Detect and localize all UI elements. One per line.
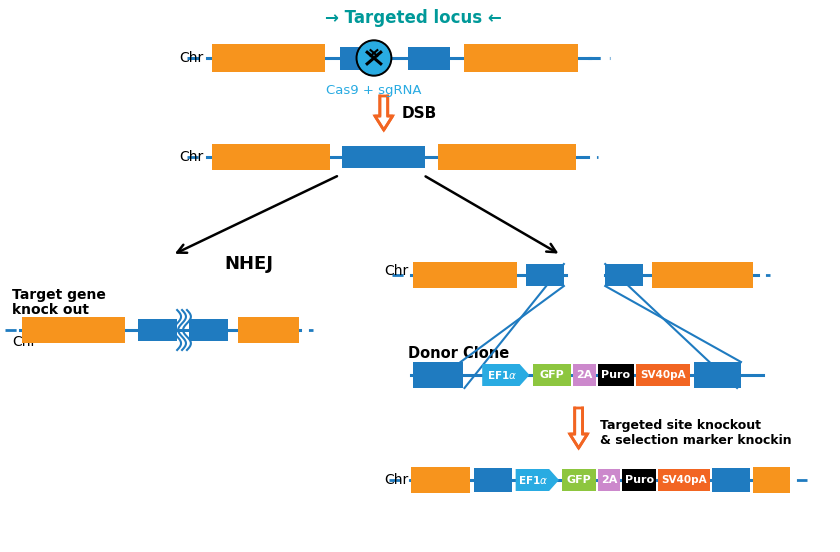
Circle shape bbox=[358, 42, 390, 74]
Bar bbox=[384, 146, 425, 168]
Polygon shape bbox=[482, 364, 529, 386]
Bar bbox=[413, 262, 517, 288]
Bar bbox=[562, 469, 596, 491]
Text: GFP: GFP bbox=[567, 475, 591, 485]
Text: Chr: Chr bbox=[180, 150, 204, 164]
Text: NHEJ: NHEJ bbox=[224, 255, 274, 273]
Bar bbox=[598, 469, 620, 491]
Text: EF1$\alpha$: EF1$\alpha$ bbox=[487, 369, 517, 381]
Bar bbox=[605, 264, 643, 286]
Text: Targeted site knockout: Targeted site knockout bbox=[601, 418, 761, 432]
Bar bbox=[475, 468, 512, 492]
Text: → Targeted locus ←: → Targeted locus ← bbox=[325, 9, 501, 27]
Bar bbox=[339, 46, 381, 70]
Text: Puro: Puro bbox=[601, 370, 631, 380]
Text: knock out: knock out bbox=[12, 303, 89, 317]
Bar bbox=[659, 469, 710, 491]
Bar bbox=[408, 46, 449, 70]
Bar bbox=[694, 362, 741, 388]
Circle shape bbox=[356, 40, 391, 76]
Text: SV40pA: SV40pA bbox=[661, 475, 706, 485]
Bar bbox=[653, 262, 753, 288]
Bar bbox=[239, 317, 299, 343]
Bar bbox=[636, 364, 690, 386]
Bar bbox=[753, 467, 790, 493]
Text: Chr: Chr bbox=[384, 264, 408, 278]
Text: GFP: GFP bbox=[539, 370, 564, 380]
Text: 2A: 2A bbox=[576, 370, 593, 380]
Bar bbox=[343, 146, 384, 168]
Bar bbox=[189, 319, 228, 341]
Text: Puro: Puro bbox=[625, 475, 654, 485]
Text: SV40pA: SV40pA bbox=[640, 370, 685, 380]
Text: Cas9 + sgRNA: Cas9 + sgRNA bbox=[326, 84, 422, 97]
Bar bbox=[412, 467, 470, 493]
Bar bbox=[212, 44, 325, 72]
Text: & selection marker knockin: & selection marker knockin bbox=[601, 433, 792, 447]
Bar bbox=[413, 362, 463, 388]
Text: Chr: Chr bbox=[12, 335, 36, 349]
Text: Chr: Chr bbox=[180, 51, 204, 65]
Bar bbox=[138, 319, 177, 341]
Bar bbox=[465, 44, 578, 72]
Bar bbox=[22, 317, 125, 343]
Text: DSB: DSB bbox=[402, 105, 437, 120]
Polygon shape bbox=[375, 96, 392, 130]
Text: EF1$\alpha$: EF1$\alpha$ bbox=[518, 474, 549, 486]
Bar bbox=[527, 264, 564, 286]
Text: 2A: 2A bbox=[601, 475, 617, 485]
Text: Chr: Chr bbox=[384, 473, 408, 487]
Bar bbox=[533, 364, 570, 386]
Text: Donor Clone: Donor Clone bbox=[408, 346, 510, 360]
Bar bbox=[622, 469, 656, 491]
Bar bbox=[712, 468, 750, 492]
Bar bbox=[438, 144, 575, 170]
Text: Target gene: Target gene bbox=[12, 288, 106, 302]
Bar bbox=[212, 144, 329, 170]
Bar bbox=[573, 364, 596, 386]
Polygon shape bbox=[516, 469, 559, 491]
Bar bbox=[598, 364, 633, 386]
Polygon shape bbox=[570, 408, 587, 448]
